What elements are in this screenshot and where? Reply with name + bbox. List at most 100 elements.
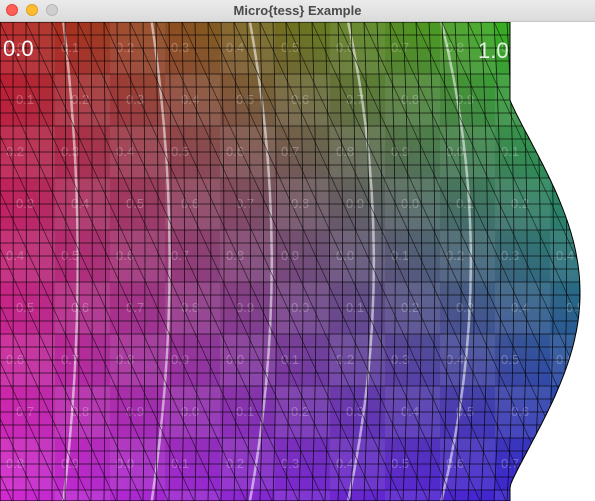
texture-label: 0.8 [556,456,574,471]
texture-tile [165,490,220,501]
texture-label: 0.4 [6,248,24,263]
texture-label: 0.2 [71,92,89,107]
texture-label: 0.6 [6,352,24,367]
mesh-column-line [376,22,383,501]
texture-label: 0.1 [566,92,584,107]
texture-label: 0.0 [181,404,199,419]
texture-label: 0.5 [236,92,254,107]
texture-label: 0.7 [16,404,34,419]
textured-surface: 0.0 0.1 0.2 0.3 0.4 0.5 0.6 0.7 0.8 0.9 0.0 0.1 0.2 0… [0,22,584,501]
mesh-column-line [311,22,317,501]
texture-label: 0.6 [291,92,309,107]
mesh-diagonal-line [285,22,507,501]
texture-label: 0.5 [566,300,584,315]
texture-label: 0.2 [6,144,24,159]
texture-label: 0.4 [336,456,354,471]
texture-label: 0.5 [171,144,189,159]
texture-label: 0.0 [291,300,309,315]
minimize-button[interactable] [26,4,38,16]
mesh-column-line [493,22,502,501]
mesh-column-line [363,22,370,501]
texture-label: 0.9 [346,196,364,211]
close-button[interactable] [6,4,18,16]
texture-curve [346,22,376,501]
corner-label-top-left: 0.0 [3,36,34,61]
title-bar[interactable]: Micro{tess} Example [0,0,595,22]
texture-label: 0.0 [556,40,574,55]
texture-label: 0.3 [126,92,144,107]
texture-tile [55,490,110,501]
texture-label: 0.1 [391,248,409,263]
mesh-diagonal-line [77,22,299,501]
texture-label: 0.8 [116,352,134,367]
mesh-diagonal-line [155,22,377,501]
texture-label: 0.8 [446,40,464,55]
mesh-diagonal-line [0,22,91,501]
mesh-column-line [324,22,330,501]
mesh-column-line [350,22,357,501]
texture-label: 0.7 [126,300,144,315]
window-title: Micro{tess} Example [233,3,362,18]
texture-label: 0.4 [181,92,199,107]
mesh-column-line [480,22,489,501]
texture-label: 0.7 [566,404,584,419]
mesh-diagonal-line [0,22,169,501]
texture-label: 0.7 [346,92,364,107]
mesh-column-line [64,22,67,501]
texture-label: 0.5 [16,300,34,315]
mesh-column-line [233,22,238,501]
texture-label: 0.2 [291,404,309,419]
mesh-column-line [181,22,185,501]
texture-label: 0.8 [291,196,309,211]
mesh-diagonal-line [0,22,143,501]
texture-tile [550,438,580,490]
texture-label: 0.8 [226,248,244,263]
mesh-column-line [129,22,133,501]
texture-label: 0.8 [336,144,354,159]
mesh-diagonal-line [181,22,403,501]
texture-label: 0.2 [401,300,419,315]
mesh-diagonal-line [415,22,580,501]
texture-label: 0.6 [116,248,134,263]
mesh-diagonal-line [207,22,429,501]
mesh-column-line [194,22,199,501]
mesh-diagonal-line [441,22,580,501]
texture-label: 0.3 [456,300,474,315]
mesh-column-line [259,22,264,501]
texture-label: 0.4 [446,352,464,367]
mesh-column-line [246,22,251,501]
mesh-column-line [272,22,278,501]
texture-label: 0.3 [171,40,189,55]
texture-label: 0.7 [236,196,254,211]
mesh-diagonal-line [129,22,351,501]
mesh-diagonal-line [337,22,559,501]
maximize-button[interactable] [46,4,58,16]
mesh-column-line [51,22,54,501]
texture-label: 0.1 [171,456,189,471]
mesh-diagonal-line [0,22,117,501]
mesh-column-line [428,22,436,501]
mesh-column-line [454,22,462,501]
texture-label: 0.6 [336,40,354,55]
texture-label: 0.5 [61,248,79,263]
render-viewport[interactable]: 0.0 0.1 0.2 0.3 0.4 0.5 0.6 0.7 0.8 0.9 0.0 0.1 0.2 0… [0,22,595,501]
texture-tile [550,22,580,74]
texture-label: 0.2 [511,196,529,211]
texture-label: 0.3 [501,248,519,263]
texture-label: 0.2 [116,40,134,55]
mesh-column-line [90,22,93,501]
texture-label: 0.2 [556,144,574,159]
texture-label: 0.9 [456,92,474,107]
mesh-diagonal-line [0,22,65,501]
texture-label: 0.1 [456,196,474,211]
mesh-column-line [77,22,80,501]
texture-tile [550,126,580,178]
texture-label: 0.1 [501,144,519,159]
mesh-column-line [389,22,396,501]
texture-label: 0.0 [446,144,464,159]
tessellation-canvas[interactable]: 0.0 0.1 0.2 0.3 0.4 0.5 0.6 0.7 0.8 0.9 0.0 0.1 0.2 0… [0,22,595,501]
texture-label: 0.6 [511,404,529,419]
texture-label: 0.9 [126,404,144,419]
texture-label: 0.6 [446,456,464,471]
texture-label: 0.3 [281,456,299,471]
